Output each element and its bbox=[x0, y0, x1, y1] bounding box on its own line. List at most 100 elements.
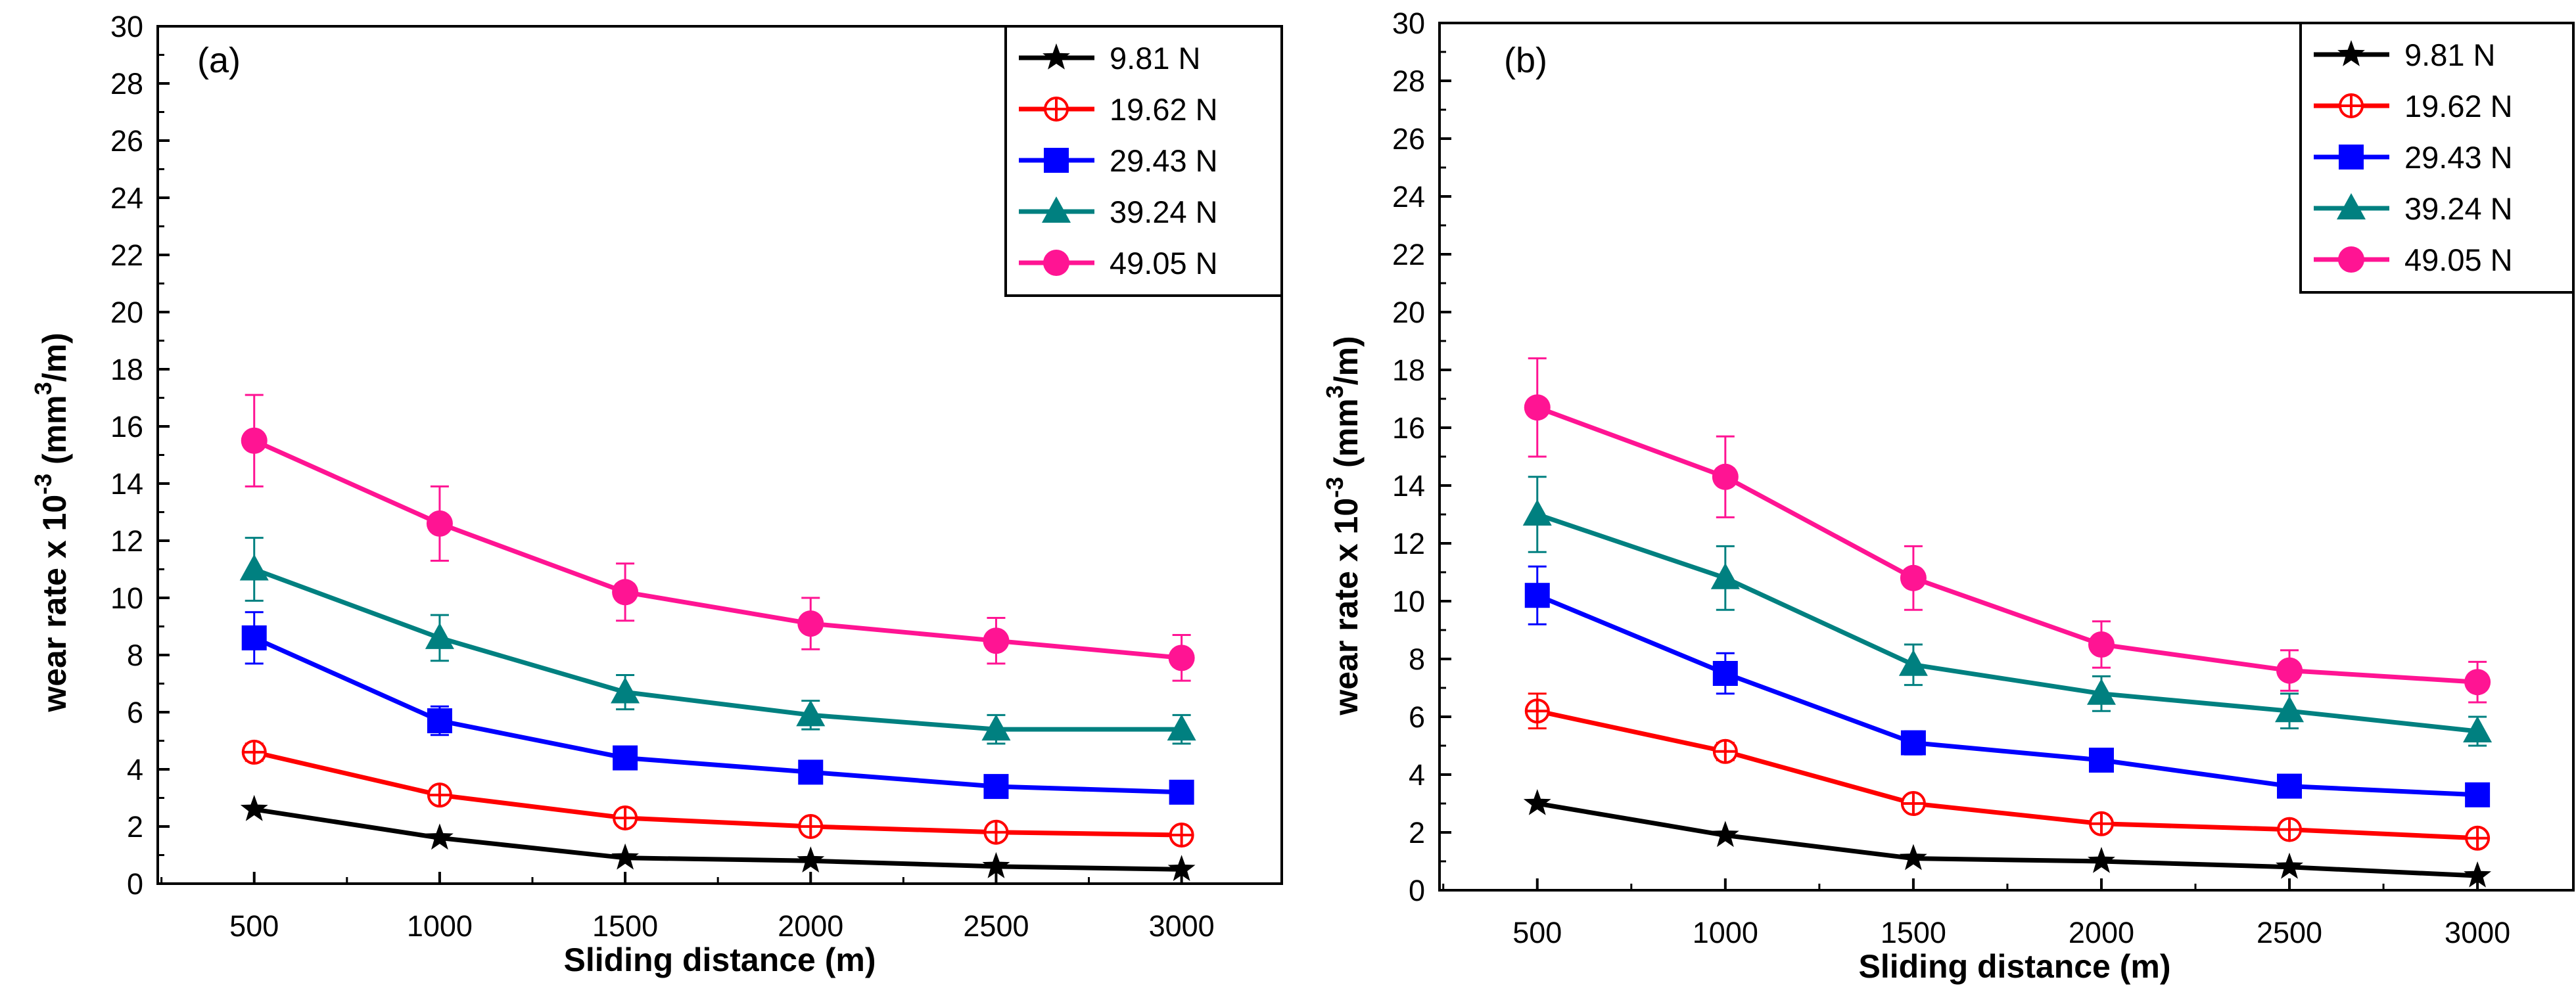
data-point bbox=[427, 782, 452, 808]
legend-marker bbox=[2337, 40, 2365, 66]
series-line bbox=[1536, 593, 2478, 798]
data-point bbox=[2464, 861, 2491, 888]
data-point bbox=[426, 510, 453, 537]
y-tick-label: 2 bbox=[1409, 816, 1425, 849]
data-point bbox=[2277, 817, 2303, 842]
y-tick-label: 16 bbox=[110, 410, 143, 443]
x-tick-label: 1000 bbox=[1693, 916, 1758, 949]
series-line bbox=[253, 635, 1182, 795]
legend-label: 29.43 N bbox=[2404, 140, 2513, 175]
data-point bbox=[1167, 714, 1196, 741]
legend-item: 9.81 N bbox=[1019, 41, 1200, 76]
y-axis-title-exponent: -3 bbox=[30, 474, 57, 495]
y-tick-label: 20 bbox=[1392, 296, 1425, 329]
y-tick-label: 16 bbox=[1392, 411, 1425, 445]
legend-item: 49.05 N bbox=[2314, 242, 2513, 277]
series-line bbox=[1536, 405, 2478, 685]
legend: 9.81 N 19.62 N 29.43 N 39.24 N 49.05 N bbox=[1004, 25, 1283, 297]
data-point bbox=[611, 677, 640, 704]
x-tick-label: 2500 bbox=[2257, 916, 2322, 949]
data-point bbox=[2088, 811, 2114, 836]
legend-label: 29.43 N bbox=[1110, 143, 1218, 178]
y-axis-title-unit-exponent: 3 bbox=[1321, 385, 1348, 398]
data-point bbox=[1524, 698, 1550, 724]
x-tick-label: 1000 bbox=[407, 909, 473, 943]
legend-marker bbox=[1044, 148, 1069, 173]
series-line bbox=[1536, 512, 2478, 734]
y-tick-label: 22 bbox=[1392, 238, 1425, 271]
data-point bbox=[1167, 855, 1196, 881]
x-tick-label: 500 bbox=[1512, 916, 1562, 949]
data-point bbox=[983, 819, 1009, 845]
y-axis-title-unit-end: /m) bbox=[1328, 336, 1365, 385]
x-tick-label: 2000 bbox=[778, 909, 843, 943]
y-axis-title-main: wear rate x 10 bbox=[1328, 498, 1365, 716]
series-9-81-N bbox=[240, 794, 1196, 881]
y-tick-label: 6 bbox=[1409, 700, 1425, 734]
y-tick-label: 18 bbox=[1392, 353, 1425, 387]
data-point bbox=[2465, 825, 2491, 851]
series-39-24-N bbox=[1522, 476, 2493, 747]
data-point bbox=[613, 805, 638, 830]
data-point bbox=[241, 625, 267, 650]
data-point bbox=[241, 739, 267, 765]
y-tick-label: 0 bbox=[127, 867, 143, 901]
data-point bbox=[2088, 631, 2115, 658]
y-tick-label: 4 bbox=[127, 753, 143, 786]
legend-item: 9.81 N bbox=[2314, 37, 2495, 72]
x-tick-label: 500 bbox=[229, 909, 279, 943]
legend-label: 49.05 N bbox=[1110, 246, 1218, 281]
series-line bbox=[254, 807, 1182, 872]
y-axis-title: wear rate x 10-3 (mm3/m) bbox=[1321, 336, 1365, 715]
legend-label: 9.81 N bbox=[1110, 41, 1200, 76]
legend-item: 49.05 N bbox=[1019, 246, 1218, 281]
y-tick-label: 12 bbox=[110, 524, 143, 558]
data-point bbox=[612, 579, 639, 606]
series-49-05-N bbox=[241, 394, 1195, 682]
series-line bbox=[1537, 708, 2478, 841]
data-point bbox=[798, 814, 824, 839]
data-point bbox=[798, 759, 824, 785]
data-point bbox=[1169, 823, 1194, 848]
legend-marker bbox=[1042, 196, 1071, 223]
data-point bbox=[1711, 821, 1739, 848]
y-tick-label: 30 bbox=[110, 10, 143, 43]
data-point bbox=[1169, 779, 1194, 805]
data-point bbox=[2088, 847, 2115, 873]
data-point bbox=[2088, 748, 2114, 773]
chart-panel-b: (b) Sliding distance (m) wear rate x 10-… bbox=[1321, 7, 2575, 985]
data-point bbox=[1168, 645, 1195, 671]
data-point bbox=[797, 846, 825, 872]
y-tick-label: 20 bbox=[110, 296, 143, 329]
x-tick-label: 1500 bbox=[592, 909, 658, 943]
legend-item: 29.43 N bbox=[2314, 140, 2513, 175]
y-axis-title-exponent: -3 bbox=[1321, 477, 1348, 498]
legend-label: 19.62 N bbox=[1110, 92, 1218, 127]
data-point bbox=[613, 745, 638, 771]
y-tick-label: 10 bbox=[110, 581, 143, 615]
y-tick-label: 0 bbox=[1409, 874, 1425, 907]
legend-label: 39.24 N bbox=[1110, 194, 1218, 229]
y-axis-title-unit-exponent: 3 bbox=[30, 382, 57, 395]
legend-item: 19.62 N bbox=[1019, 92, 1218, 127]
legend: 9.81 N 19.62 N 29.43 N 39.24 N 49.05 N bbox=[2299, 22, 2575, 294]
panel-label: (b) bbox=[1504, 41, 1547, 80]
legend-label: 39.24 N bbox=[2404, 191, 2513, 226]
y-tick-label: 12 bbox=[1392, 527, 1425, 560]
y-tick-label: 14 bbox=[1392, 469, 1425, 503]
y-axis-title-unit: (mm bbox=[36, 395, 73, 473]
legend-label: 9.81 N bbox=[2404, 37, 2495, 72]
data-point bbox=[797, 610, 824, 637]
data-point bbox=[2275, 696, 2305, 723]
data-point bbox=[425, 622, 454, 649]
y-tick-label: 8 bbox=[127, 639, 143, 672]
legend-label: 49.05 N bbox=[2404, 242, 2513, 277]
y-tick-label: 26 bbox=[1392, 122, 1425, 156]
data-point bbox=[1898, 649, 1928, 676]
data-point bbox=[240, 794, 268, 821]
legend-marker bbox=[1044, 97, 1069, 122]
data-point bbox=[1524, 394, 1551, 421]
legend-marker bbox=[2338, 246, 2364, 273]
